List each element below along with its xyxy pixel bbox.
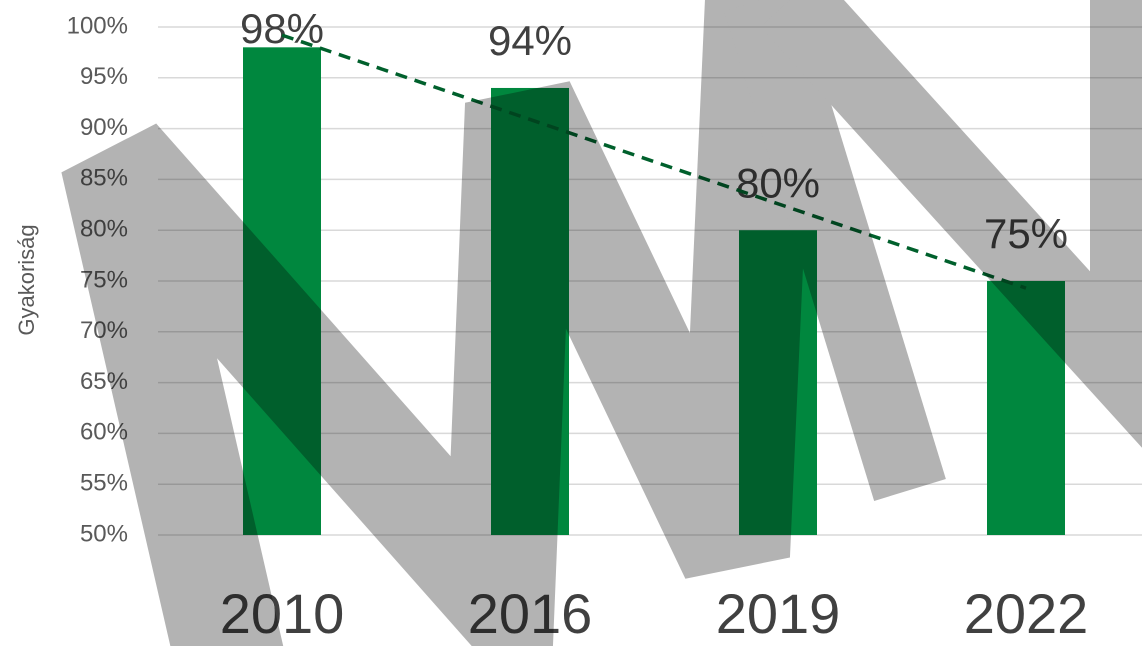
y-axis-label: Gyakoriság: [14, 224, 39, 335]
y-tick-label: 100%: [67, 12, 128, 39]
y-tick-label: 95%: [80, 63, 128, 90]
value-label: 94%: [488, 17, 572, 64]
watermark-stroke: [724, 0, 946, 501]
y-tick-label: 50%: [80, 520, 128, 547]
watermark-stroke: [760, 0, 1142, 448]
watermark-stroke: [61, 0, 815, 646]
y-tick-label: 90%: [80, 114, 128, 141]
x-tick-label: 2019: [716, 582, 841, 645]
watermark: [61, 0, 1142, 646]
y-tick-label: 55%: [80, 470, 128, 497]
trendline: [281, 33, 1027, 290]
x-tick-label: 2022: [964, 582, 1089, 645]
